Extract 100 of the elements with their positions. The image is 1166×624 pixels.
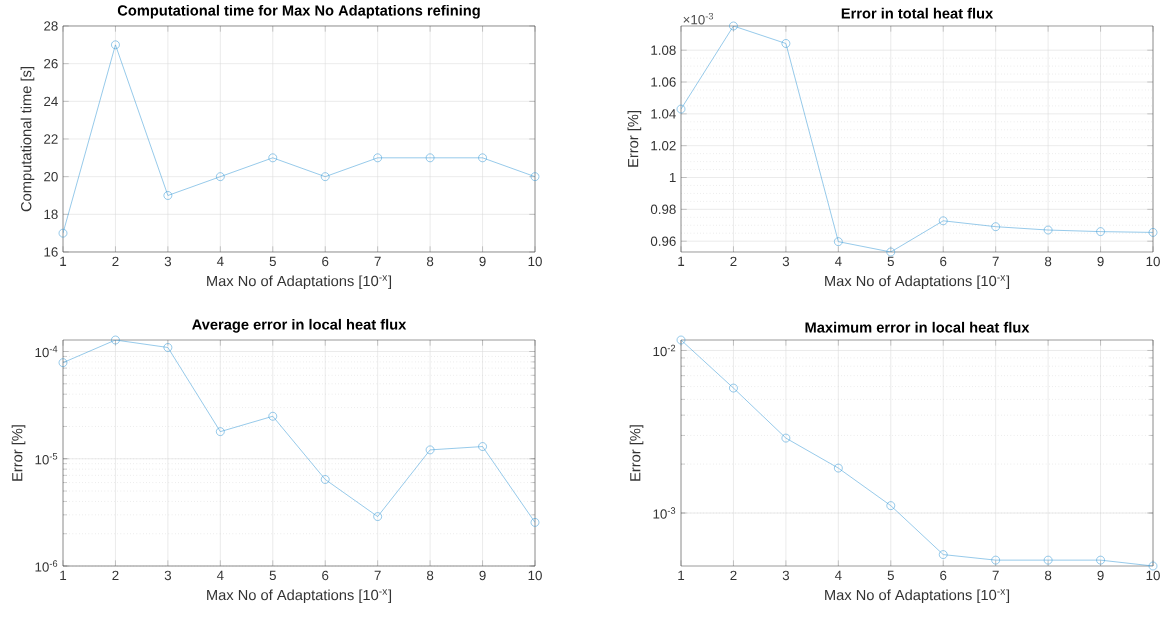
y-tick-label: 10$^{-2}$ (653, 344, 676, 357)
point (938, 550, 948, 559)
y-tick-label: 0.98 (650, 204, 676, 215)
x-tick-label: 4 (834, 570, 842, 580)
point (373, 153, 382, 163)
y-tick-label: 0.96 (650, 236, 676, 246)
point (1043, 555, 1053, 565)
y-tick-label: 1 (669, 172, 676, 183)
y-axis-title: Error [%] (629, 425, 644, 481)
point (320, 475, 330, 484)
y-tick-label: 1.08 (651, 45, 676, 55)
x-tick-label: 2 (730, 570, 737, 581)
y-tick-label: 16 (44, 247, 58, 257)
x-tick-label: 6 (940, 570, 947, 581)
point (834, 463, 843, 473)
point (478, 153, 487, 163)
point (478, 442, 487, 451)
x-tick-label: 8 (426, 256, 434, 267)
x-tick-label: 4 (216, 256, 224, 266)
x-tick-label: 3 (782, 570, 790, 581)
x-tick-label: 6 (322, 570, 329, 581)
point (530, 518, 540, 527)
chart-title: Maximum error in local heat flux (805, 321, 1030, 333)
x-tick-label: 7 (992, 256, 999, 266)
x-tick-label: 7 (374, 570, 381, 580)
x-tick-label: 10 (1146, 256, 1160, 267)
point (991, 555, 1000, 565)
y-tick-label: 10$^{-3}$ (653, 507, 676, 519)
point (1096, 555, 1105, 565)
x-tick-label: 3 (164, 256, 172, 267)
chart-title: Error in total heat flux (841, 7, 994, 19)
x-axis-title: Max No of Adaptations [10$^{-x}$] (207, 275, 392, 290)
y-tick-label: 26 (44, 58, 58, 69)
x-tick-label: 5 (887, 256, 894, 266)
y-tick-label: 1.02 (651, 140, 676, 151)
point (1096, 227, 1105, 236)
x-tick-label: 10 (528, 256, 542, 267)
y-axis-title: Error [%] (627, 111, 642, 167)
chart-title: Computational time for Max No Adaptations refining (117, 4, 480, 19)
point (781, 39, 791, 48)
x-tick-label: 2 (112, 256, 119, 267)
x-tick-label: 8 (426, 570, 434, 581)
point (729, 21, 738, 31)
point (216, 427, 225, 436)
point (834, 237, 843, 246)
point (676, 335, 686, 345)
y-tick-label: 10$^{-5}$ (35, 453, 58, 465)
x-tick-label: 1 (678, 256, 685, 266)
point (320, 172, 330, 181)
x-tick-label: 9 (479, 570, 486, 581)
y-tick-label: 10$^{-4}$ (35, 345, 58, 358)
point (1043, 225, 1053, 235)
x-tick-label: 5 (887, 570, 894, 581)
x-tick-label: 10 (1146, 570, 1160, 581)
point (1148, 561, 1158, 571)
point (268, 153, 278, 163)
point (991, 222, 1000, 231)
point (425, 153, 435, 163)
x-tick-label: 1 (678, 570, 685, 580)
y-tick-label: 28 (44, 21, 58, 31)
y-tick-label: 10$^{-6}$ (35, 560, 58, 572)
x-tick-label: 8 (1045, 256, 1052, 267)
x-tick-label: 1 (60, 570, 67, 580)
y-axis-title: Error [%] (11, 425, 26, 481)
point (216, 172, 225, 181)
point (938, 216, 948, 226)
x-axis-title: Max No of Adaptations [10$^{-x}$] (825, 589, 1010, 604)
x-axis-title: Max No of Adaptations [10$^{-x}$] (825, 275, 1010, 290)
x-tick-label: 9 (479, 256, 486, 267)
x-tick-label: 3 (782, 256, 790, 267)
point (781, 433, 791, 443)
x-tick-label: 1 (60, 256, 67, 266)
point (111, 335, 120, 345)
x-tick-label: 9 (1097, 570, 1104, 581)
x-tick-label: 7 (992, 570, 999, 580)
x-tick-label: 6 (322, 256, 329, 267)
point (676, 104, 686, 114)
point (268, 412, 278, 421)
point (163, 343, 173, 352)
y-tick-label: 1.04 (651, 109, 676, 119)
point (729, 383, 738, 393)
point (886, 247, 896, 257)
x-tick-label: 10 (528, 570, 542, 581)
point (58, 358, 68, 367)
x-tick-label: 4 (834, 256, 842, 266)
x-tick-label: 4 (216, 570, 224, 580)
point (1148, 228, 1158, 237)
x-tick-label: 2 (112, 570, 119, 581)
point (111, 40, 120, 50)
x-tick-label: 8 (1045, 570, 1052, 581)
point (886, 501, 896, 510)
point (530, 172, 540, 181)
x-tick-label: 5 (269, 570, 276, 581)
point (425, 445, 435, 455)
x-tick-label: 3 (164, 570, 172, 581)
x-tick-label: 7 (374, 256, 381, 266)
point (58, 228, 68, 238)
text: ×10$^{-3}$ (683, 12, 714, 25)
x-axis-title: Max No of Adaptations [10$^{-x}$] (207, 589, 392, 604)
y-tick-label: 1.06 (651, 77, 676, 87)
